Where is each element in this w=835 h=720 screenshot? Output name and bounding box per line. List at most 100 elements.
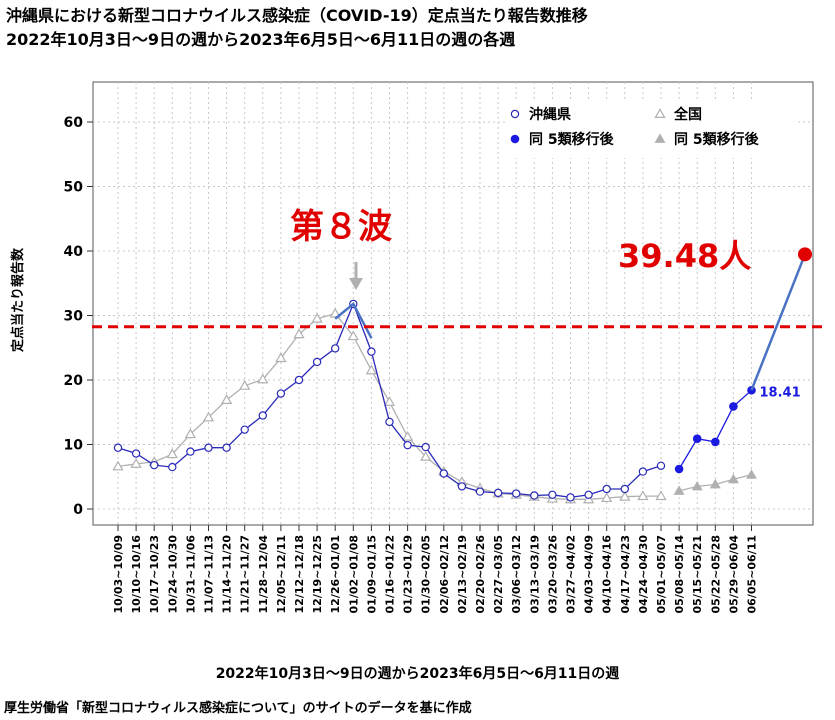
x-tick-label: 12/05~12/11	[275, 535, 288, 613]
series-2-point	[347, 330, 359, 341]
x-tick-label: 01/02~01/08	[347, 535, 360, 613]
series-0-point	[439, 469, 448, 478]
x-tick-label: 03/20~03/26	[546, 535, 559, 614]
x-tick-label: 10/17~10/23	[148, 535, 161, 613]
x-tick-label: 12/19~12/25	[311, 535, 324, 613]
x-tick-label: 02/06~02/12	[438, 535, 451, 613]
y-tick-label: 40	[64, 244, 84, 260]
x-tick-label: 04/24~04/30	[637, 535, 650, 614]
projection-point	[798, 247, 812, 262]
x-tick-label: 11/07~11/13	[203, 535, 216, 613]
wave-arrow-head	[349, 278, 363, 290]
series-0-point	[584, 490, 593, 500]
series-0-point	[131, 449, 141, 458]
series-2-point	[275, 352, 287, 363]
chart-title: 沖縄県における新型コロナウイルス感染症（COVID-19）定点当たり報告数推移	[6, 6, 588, 25]
x-tick-label: 11/21~11/27	[239, 535, 252, 613]
legend-marker	[654, 108, 666, 118]
series-0-point	[222, 443, 231, 452]
x-tick-label: 10/10~10/16	[130, 535, 143, 614]
x-tick-label: 12/26~01/01	[329, 535, 342, 613]
series-1-point	[674, 464, 684, 474]
series-0-point	[149, 460, 159, 470]
series-0-point	[421, 442, 430, 452]
legend-label: 同 5類移行後	[674, 131, 760, 148]
series-2-point	[311, 312, 323, 323]
y-axis: 0 10 20 30 40 50 60	[64, 115, 93, 518]
series-2-point	[637, 490, 649, 501]
series-2-point	[655, 490, 667, 501]
plot-frame	[92, 81, 814, 526]
series-2-point	[220, 394, 233, 404]
x-tick-label: 04/10~04/16	[601, 535, 614, 614]
source-note: 厚生労働省「新型コロナウィルス感染症について」のサイトのデータを基に作成	[4, 701, 472, 716]
x-tick-label: 05/08~05/14	[673, 535, 686, 614]
series-3-point	[673, 485, 685, 495]
x-tick-label: 01/30~02/05	[420, 535, 433, 613]
series-2-point	[365, 364, 378, 375]
legend-label: 全国	[673, 106, 702, 123]
series-0-point	[475, 487, 485, 496]
x-tick-label: 06/05~06/11	[746, 535, 759, 613]
series-0-point	[240, 425, 249, 434]
series-3-point	[727, 473, 739, 484]
series-0-point	[331, 344, 340, 353]
x-tick-label: 05/29~06/04	[727, 535, 740, 614]
series-2-point	[130, 458, 142, 468]
y-tick-label: 30	[64, 309, 84, 325]
series-layer	[112, 299, 757, 504]
series-0-point	[602, 484, 611, 494]
series-0-point	[294, 375, 304, 385]
series-2-point	[293, 328, 305, 339]
grid-lines	[92, 81, 814, 526]
last-value-label: 18.41	[760, 385, 801, 400]
series-2-line	[117, 312, 661, 500]
projection-line	[750, 253, 807, 391]
legend-marker	[510, 109, 520, 119]
series-0-point	[548, 490, 557, 500]
y-tick-label: 0	[73, 502, 83, 518]
x-tick-label: 02/27~03/05	[492, 535, 505, 613]
series-2-point	[401, 430, 414, 441]
y-tick-label: 10	[64, 438, 84, 454]
x-tick-label: 02/13~02/19	[456, 535, 469, 613]
series-1-point	[729, 402, 738, 411]
chart-title-block: 沖縄県における新型コロナウイルス感染症（COVID-19）定点当たり報告数推移 …	[6, 4, 588, 52]
series-2-point	[257, 373, 269, 384]
series-2-point	[601, 492, 613, 503]
y-tick-label: 50	[64, 180, 84, 196]
series-2-point	[420, 450, 432, 461]
series-1-point	[692, 434, 702, 443]
x-tick-label: 04/17~04/23	[619, 535, 632, 613]
x-tick-label: 01/09~01/15	[365, 535, 378, 613]
x-tick-label: 05/01~05/07	[655, 535, 668, 613]
series-3-point	[746, 469, 757, 479]
x-axis-label: 2022年10月3日～9日の週から2023年6月5日～6月11日の週	[215, 666, 620, 682]
series-3-point	[691, 480, 703, 491]
x-tick-label: 01/16~01/22	[384, 535, 397, 613]
x-tick-label: 03/27~04/02	[565, 535, 578, 613]
series-2-point	[239, 380, 251, 390]
x-tick-label: 11/14~11/20	[221, 535, 234, 614]
chart-subtitle: 2022年10月3日～9日の週から2023年6月5日～6月11日の週の各週	[6, 30, 516, 49]
series-2-point	[166, 448, 178, 459]
series-0-point	[638, 467, 648, 476]
x-tick-label: 03/13~03/19	[528, 535, 541, 613]
x-tick-label: 10/24~10/30	[166, 535, 179, 614]
series-2-point	[112, 460, 124, 471]
legend: 沖縄県 全国同 5類移行後 同 5類移行後	[505, 100, 797, 158]
x-tick-label: 10/03~10/09	[112, 535, 125, 613]
legend-marker	[510, 134, 520, 144]
series-0-point	[403, 440, 412, 450]
series-0-point	[113, 443, 123, 452]
projection-label: 39.48人	[618, 237, 751, 275]
series-2-point	[383, 396, 396, 406]
series-0-point	[258, 411, 267, 420]
series-0-point	[204, 443, 213, 452]
series-0-point	[186, 447, 195, 456]
x-tick-label: 04/03~04/09	[583, 535, 596, 613]
x-tick-label: 05/22~05/28	[709, 535, 722, 613]
series-2-point	[202, 411, 215, 422]
series-0-point	[385, 417, 394, 427]
